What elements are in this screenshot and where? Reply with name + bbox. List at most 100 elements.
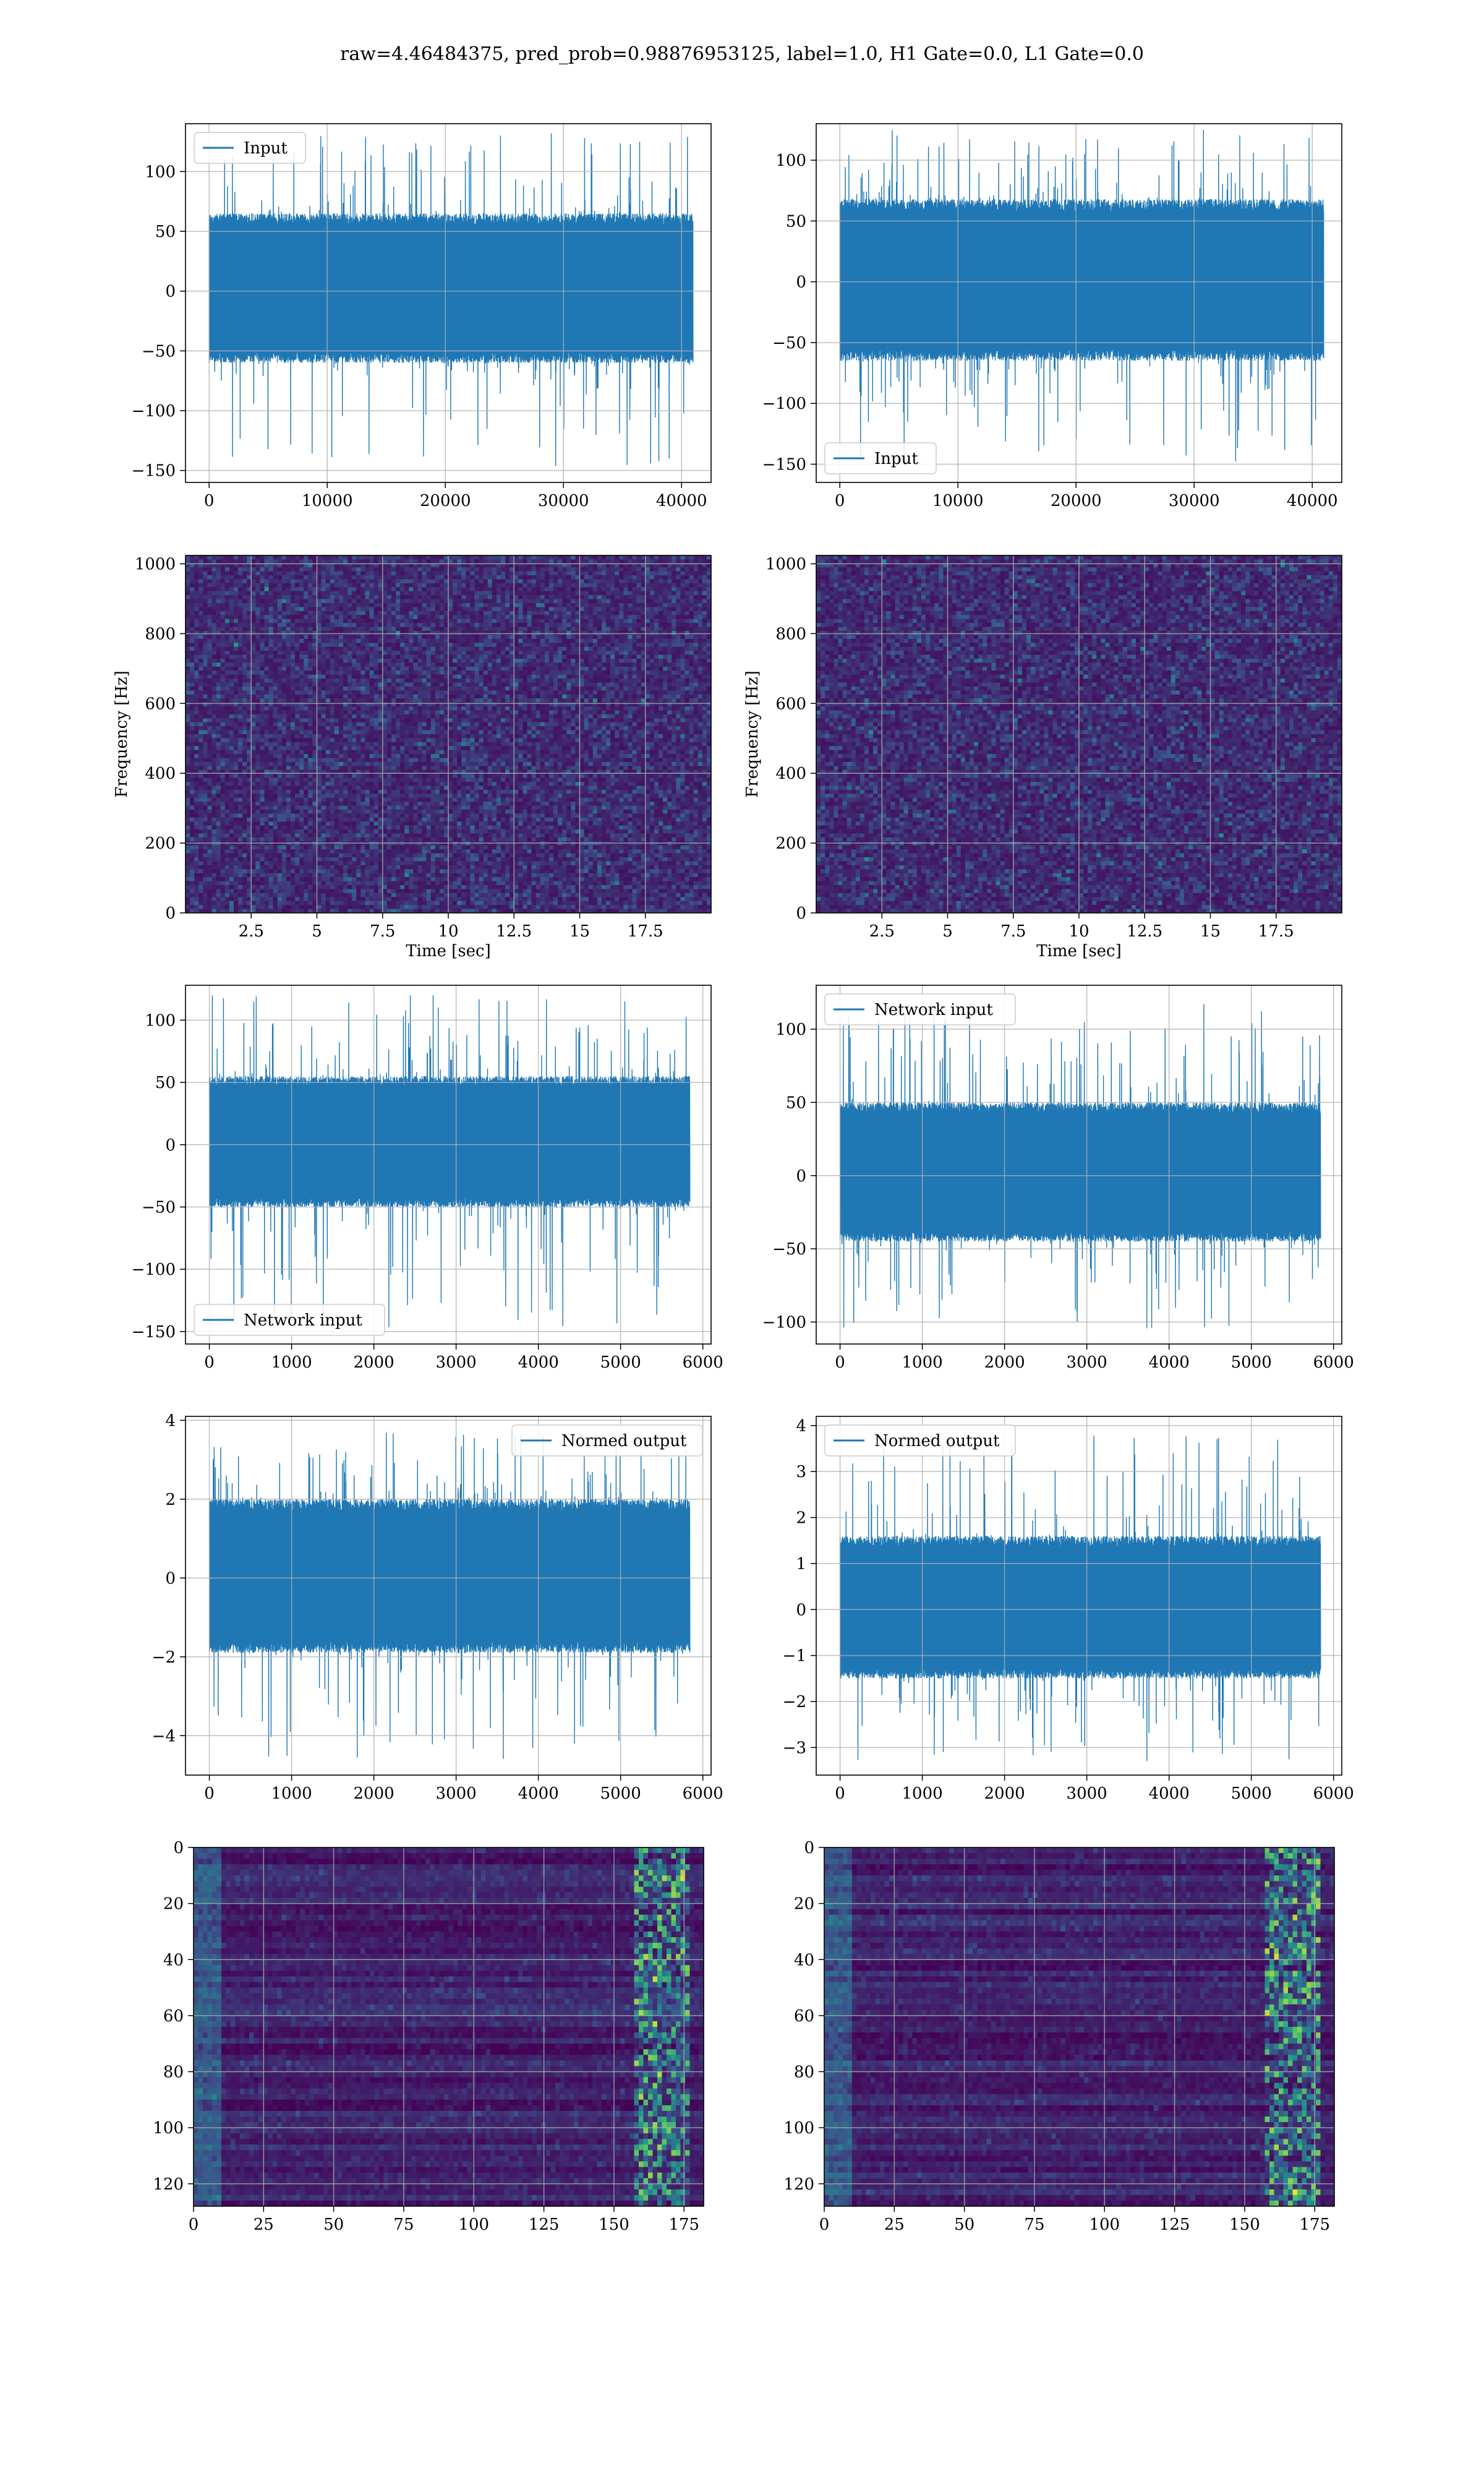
legend-label: Network input <box>874 1001 993 1019</box>
y-tick-label: 50 <box>786 1094 806 1112</box>
y-tick-label: 100 <box>145 163 176 181</box>
x-tick-label: 10000 <box>932 492 984 510</box>
axes-frame <box>816 1416 1342 1776</box>
x-tick-label: 4000 <box>518 1353 559 1372</box>
y-tick-label: 100 <box>775 1021 806 1039</box>
x-tick-label: 6000 <box>683 1784 723 1803</box>
x-tick-label: 12.5 <box>496 922 532 941</box>
x-tick-label: 10000 <box>302 492 353 510</box>
y-tick-label: 60 <box>794 2007 814 2026</box>
y-tick-label: 800 <box>775 625 806 643</box>
series-line <box>839 129 1324 461</box>
y-tick-label: 200 <box>775 834 806 853</box>
subplot-r4c1: 0 25 50 75 100 125 150 175 0 20 40 60 80 100 120 <box>783 1839 1335 2234</box>
y-tick-label: 0 <box>165 904 176 923</box>
x-tick-label: 3000 <box>1067 1784 1107 1803</box>
legend-label: Network input <box>244 1311 362 1330</box>
x-tick-label: 0 <box>204 1353 215 1372</box>
subplot-r1c0: 2.5 5 7.5 10 12.5 15 17.5 0 200 400 600 800 1000 Time… <box>113 555 712 961</box>
axes-frame <box>185 985 712 1345</box>
axes-frame <box>816 985 1342 1345</box>
x-tick-label: 7.5 <box>1000 922 1026 941</box>
x-tick-label: 75 <box>393 2215 414 2234</box>
y-tick-label: −2 <box>783 1693 806 1711</box>
y-tick-label: 80 <box>794 2063 814 2082</box>
x-tick-label: 20000 <box>420 492 471 510</box>
subplot-r1c1: 2.5 5 7.5 10 12.5 15 17.5 0 200 400 600 800 1000 Time… <box>743 555 1342 961</box>
plot-area <box>194 1847 704 2206</box>
x-tick-label: 17.5 <box>1258 922 1294 941</box>
x-tick-label: 5000 <box>1231 1353 1272 1372</box>
x-tick-label: 1000 <box>271 1784 312 1803</box>
legend: Normed output <box>511 1424 703 1457</box>
y-tick-label: −50 <box>772 334 806 353</box>
x-tick-label: 1000 <box>271 1353 312 1372</box>
x-tick-label: 15 <box>1200 922 1221 941</box>
y-tick-label: 600 <box>775 695 806 713</box>
y-tick-label: 1 <box>796 1555 806 1573</box>
x-tick-label: 17.5 <box>628 922 663 941</box>
subplot-r2c1: 0 1000 2000 3000 4000 5000 6000 −100 −50 0 50 100 Ne… <box>762 985 1354 1372</box>
x-axis-label: Time [sec] <box>406 942 491 961</box>
axes-frame <box>816 123 1342 483</box>
x-tick-label: 125 <box>1159 2215 1190 2234</box>
x-tick-label: 25 <box>254 2215 274 2234</box>
y-tick-label: −150 <box>762 456 806 474</box>
y-tick-label: 100 <box>775 152 806 170</box>
plot-area <box>816 555 1342 913</box>
x-tick-label: 10 <box>438 922 458 941</box>
legend-label: Input <box>244 139 288 158</box>
x-tick-label: 3000 <box>1067 1353 1107 1372</box>
plot-area <box>208 995 691 1327</box>
x-tick-label: 0 <box>819 2215 830 2234</box>
y-tick-label: −2 <box>152 1648 176 1667</box>
x-tick-label: 0 <box>835 492 845 510</box>
subplot-r2c0: 0 1000 2000 3000 4000 5000 6000 −150 −100 −50 0 50 1… <box>132 985 723 1372</box>
x-tick-label: 100 <box>1089 2215 1120 2234</box>
x-tick-label: 40000 <box>656 492 707 510</box>
x-tick-label: 50 <box>323 2215 344 2234</box>
plot-area <box>839 129 1324 461</box>
subplot-r0c0: 0 10000 20000 30000 40000 −150 −100 −50 0 50 100 In… <box>132 123 712 510</box>
x-tick-label: 2000 <box>354 1353 394 1372</box>
plot-area <box>208 133 694 466</box>
y-tick-label: 400 <box>775 764 806 783</box>
legend-label: Normed output <box>561 1432 687 1450</box>
x-tick-label: 5 <box>312 922 322 941</box>
y-tick-label: −100 <box>132 1261 176 1279</box>
axes-frame <box>185 1416 712 1776</box>
y-tick-label: 120 <box>783 2175 814 2194</box>
series-line <box>208 995 691 1327</box>
legend: Input <box>194 132 306 164</box>
x-tick-label: 150 <box>599 2215 629 2234</box>
x-tick-label: 150 <box>1229 2215 1260 2234</box>
y-tick-label: −100 <box>132 402 176 421</box>
series-line <box>839 1436 1321 1761</box>
y-tick-label: 3 <box>796 1463 806 1481</box>
y-tick-label: 0 <box>165 1136 176 1155</box>
x-tick-label: 7.5 <box>370 922 395 941</box>
x-tick-label: 6000 <box>1313 1353 1354 1372</box>
x-tick-label: 30000 <box>1169 492 1220 510</box>
y-tick-label: 0 <box>804 1839 814 1857</box>
x-tick-label: 0 <box>835 1353 845 1372</box>
x-tick-label: 0 <box>189 2215 199 2234</box>
y-tick-label: 80 <box>163 2063 184 2082</box>
x-tick-label: 125 <box>529 2215 560 2234</box>
x-tick-label: 0 <box>204 492 215 510</box>
y-tick-label: −100 <box>762 1313 806 1332</box>
x-axis-label: Time [sec] <box>1036 942 1122 961</box>
x-tick-label: 2.5 <box>869 922 895 941</box>
x-tick-label: 5000 <box>600 1784 641 1803</box>
x-tick-label: 10 <box>1068 922 1089 941</box>
x-tick-label: 5 <box>942 922 953 941</box>
series-line <box>208 1432 691 1759</box>
y-tick-label: 120 <box>153 2175 184 2194</box>
plot-area <box>839 1003 1321 1329</box>
x-tick-label: 100 <box>458 2215 489 2234</box>
x-tick-label: 3000 <box>436 1784 477 1803</box>
x-tick-label: 75 <box>1024 2215 1044 2234</box>
y-tick-label: 60 <box>163 2007 184 2026</box>
subplot-r4c0: 0 25 50 75 100 125 150 175 0 20 40 60 80 100 120 <box>153 1839 704 2234</box>
y-axis-label: Frequency [Hz] <box>743 670 762 798</box>
